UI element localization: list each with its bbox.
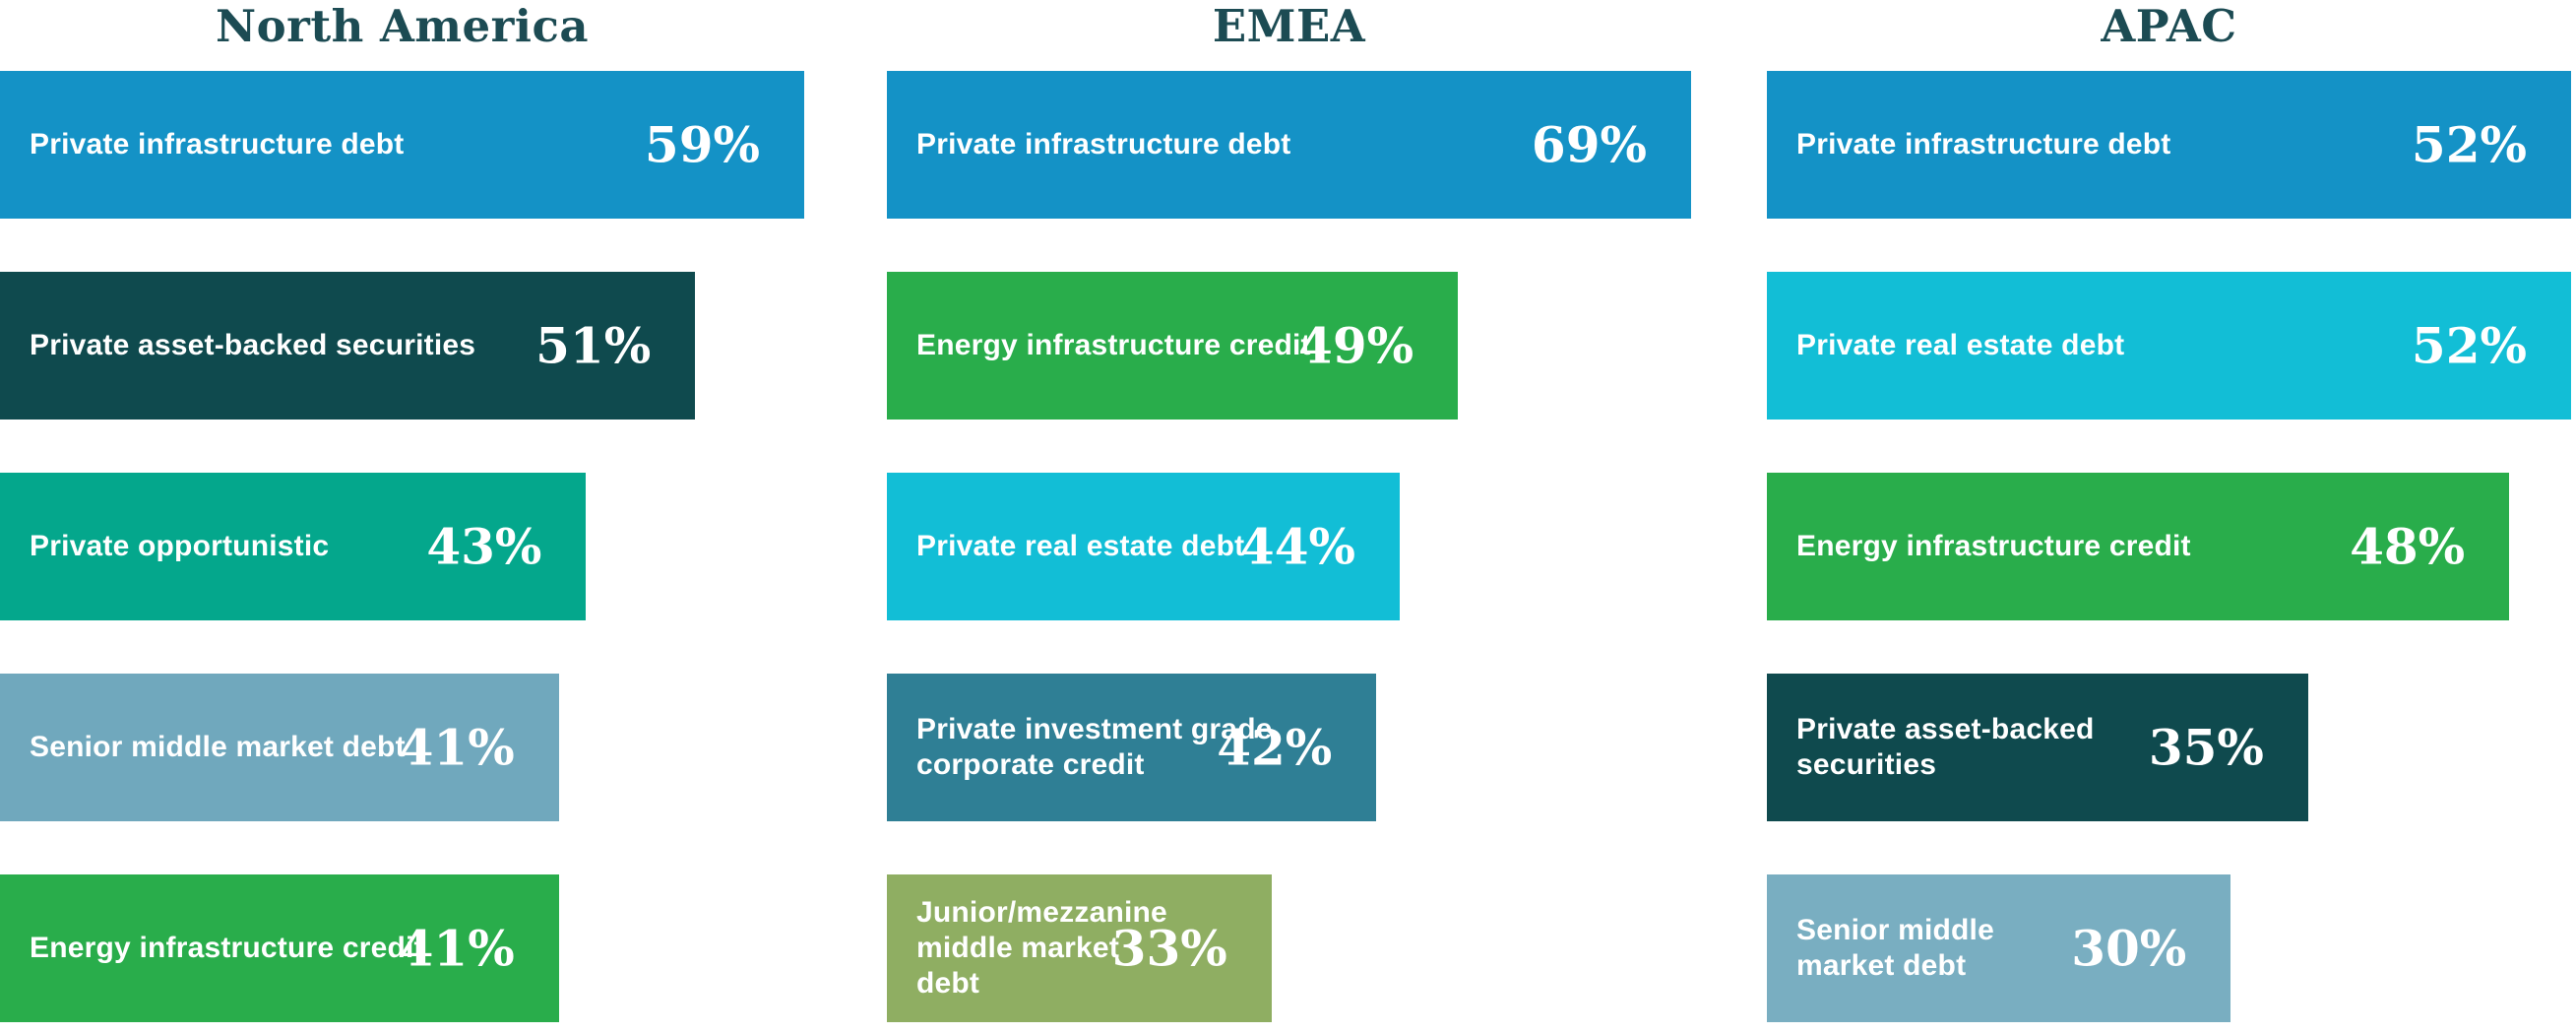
bar-row: Private infrastructure debt 69% <box>887 71 1691 219</box>
bar-value: 30% <box>2071 919 2187 978</box>
bar-label: Senior middle market debt <box>30 731 406 763</box>
bar-group: Private infrastructure debt 59% Private … <box>0 71 804 1022</box>
bar-row: Energy infrastructure credit 41% <box>0 874 559 1022</box>
bar-row: Private asset-backed securities 51% <box>0 272 696 420</box>
bar-label: Energy infrastructure credit <box>1796 530 2191 562</box>
bar-value: 52% <box>2411 316 2527 375</box>
column-north-america: North America Private infrastructure deb… <box>0 0 804 1034</box>
column-title-apac: APAC <box>2101 0 2237 52</box>
bar-value: 51% <box>535 316 652 375</box>
bar-value: 35% <box>2148 718 2264 777</box>
bar-label: Private investment grade corporate credi… <box>916 713 1273 781</box>
bar-group: Private infrastructure debt 52% Private … <box>1767 71 2571 1022</box>
bar-label: Junior/mezzanine middle market debt <box>916 896 1167 1000</box>
bar-value: 52% <box>2411 115 2527 174</box>
bar-row: Private asset-backed securities 35% <box>1767 674 2308 821</box>
bar-label: Private asset-backed securities <box>1796 713 2095 781</box>
bar-label: Private opportunistic <box>30 530 330 562</box>
bar-value: 69% <box>1531 115 1647 174</box>
bar-label: Private asset-backed securities <box>30 329 476 361</box>
bar-value: 41% <box>399 919 515 978</box>
bar-value: 49% <box>1298 316 1414 375</box>
bar-row: Senior middle market debt 30% <box>1767 874 2231 1022</box>
bar-value: 43% <box>426 517 542 576</box>
bar-label: Energy infrastructure credit <box>916 329 1311 361</box>
bar-row: Private infrastructure debt 59% <box>0 71 804 219</box>
bar-value: 41% <box>399 718 515 777</box>
column-title-north-america: North America <box>215 0 590 52</box>
bar-value: 44% <box>1239 517 1355 576</box>
bar-value: 48% <box>2350 517 2466 576</box>
bar-row: Private investment grade corporate credi… <box>887 674 1377 821</box>
column-emea: EMEA Private infrastructure debt 69% Ene… <box>887 0 1691 1034</box>
column-apac: APAC Private infrastructure debt 52% Pri… <box>1767 0 2571 1034</box>
bar-row: Private infrastructure debt 52% <box>1767 71 2571 219</box>
bar-row: Junior/mezzanine middle market debt 33% <box>887 874 1272 1022</box>
bar-label: Energy infrastructure credit <box>30 932 424 964</box>
bar-row: Private real estate debt 52% <box>1767 272 2571 420</box>
bar-label: Private real estate debt <box>916 530 1245 562</box>
bar-row: Private real estate debt 44% <box>887 473 1400 620</box>
bar-label: Private real estate debt <box>1796 329 2125 361</box>
bar-label: Private infrastructure debt <box>1796 128 2171 161</box>
column-title-emea: EMEA <box>1212 0 1366 52</box>
bar-value: 59% <box>644 115 760 174</box>
bar-group: Private infrastructure debt 69% Energy i… <box>887 71 1691 1022</box>
bar-value: 42% <box>1217 718 1333 777</box>
bar-label: Senior middle market debt <box>1796 914 1994 982</box>
bar-label: Private infrastructure debt <box>916 128 1291 161</box>
bar-label: Private infrastructure debt <box>30 128 405 161</box>
bar-row: Energy infrastructure credit 48% <box>1767 473 2510 620</box>
bar-value: 33% <box>1111 919 1227 978</box>
bar-row: Energy infrastructure credit 49% <box>887 272 1459 420</box>
bar-row: Private opportunistic 43% <box>0 473 587 620</box>
bar-row: Senior middle market debt 41% <box>0 674 559 821</box>
